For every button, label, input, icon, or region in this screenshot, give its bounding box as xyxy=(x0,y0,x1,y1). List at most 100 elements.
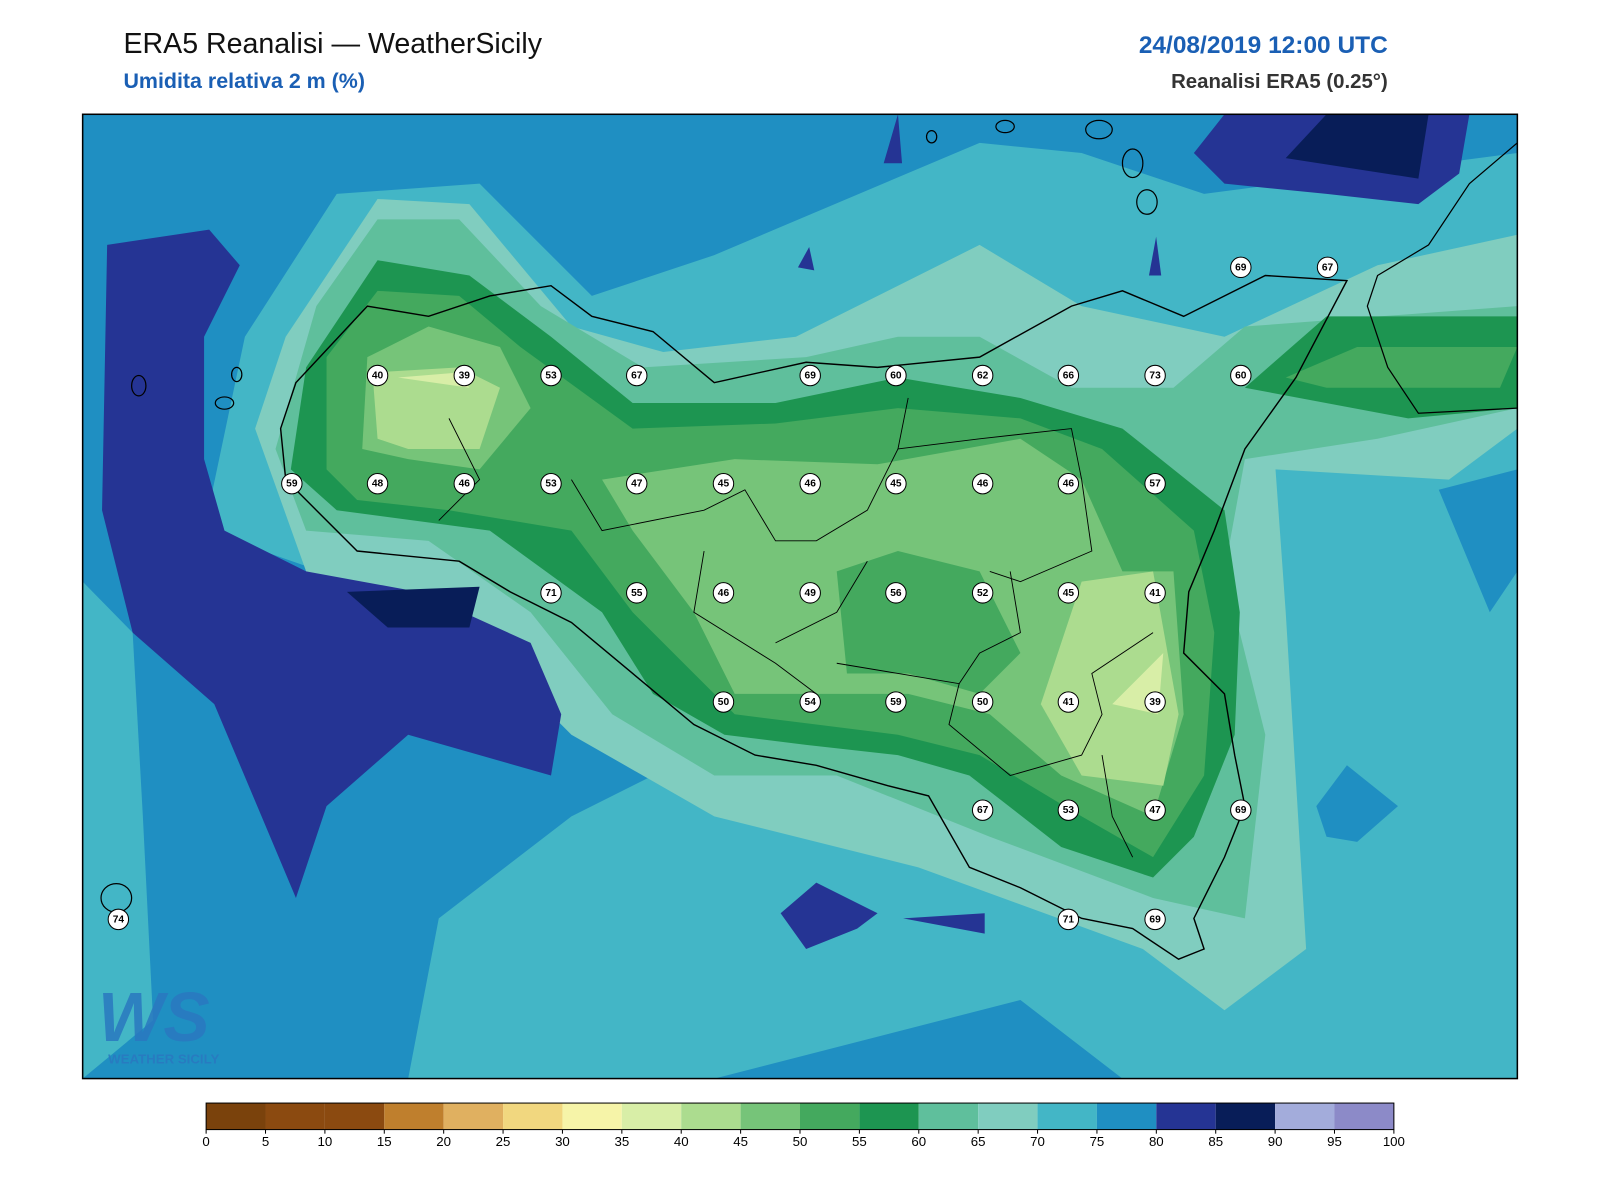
station-value: 45 xyxy=(718,479,730,490)
station: 62 xyxy=(971,364,994,387)
contour xyxy=(397,372,470,388)
station: 74 xyxy=(107,908,130,931)
station-value: 49 xyxy=(805,588,817,599)
subtitle: Umidita relativa 2 m (%) xyxy=(123,69,364,93)
colorbar-bin xyxy=(978,1103,1038,1130)
colorbar-bin xyxy=(443,1103,504,1130)
station-marker xyxy=(540,364,562,387)
station-value: 39 xyxy=(459,371,471,382)
contour xyxy=(1438,469,1518,613)
station: 53 xyxy=(540,472,562,495)
station-marker xyxy=(971,582,994,604)
colorbar-tick-label: 30 xyxy=(555,1134,570,1149)
station: 47 xyxy=(626,472,648,495)
stations: 69 67 40 39 53 67 69 60 62 66 73 60 59 48 46 53 47 45 46 45… xyxy=(107,256,1339,931)
station-value: 60 xyxy=(1235,371,1247,382)
colorbar-tick-label: 85 xyxy=(1208,1134,1223,1149)
station-marker xyxy=(1230,799,1252,821)
colorbar-tick-label: 65 xyxy=(971,1134,986,1149)
contour xyxy=(903,913,985,934)
colorbar-tick-label: 60 xyxy=(911,1134,926,1149)
station-value: 69 xyxy=(1235,805,1247,816)
colorbar-bin xyxy=(562,1103,622,1130)
station: 71 xyxy=(540,582,562,604)
station-marker xyxy=(1057,364,1080,387)
station-marker xyxy=(1144,691,1166,713)
station-value: 46 xyxy=(718,588,730,599)
station: 50 xyxy=(971,691,994,713)
station-marker xyxy=(540,582,562,604)
station-marker xyxy=(1144,908,1166,931)
station: 53 xyxy=(1057,799,1080,821)
logo-caption: WEATHER SICILY xyxy=(108,1051,219,1066)
station-value: 59 xyxy=(286,479,298,490)
source: Reanalisi ERA5 (0.25°) xyxy=(1171,71,1388,93)
station-marker xyxy=(799,472,821,495)
station: 71 xyxy=(1057,908,1080,931)
station-marker xyxy=(799,691,821,713)
station: 67 xyxy=(626,364,648,387)
station-value: 54 xyxy=(805,697,817,708)
station-value: 57 xyxy=(1149,479,1161,490)
title: ERA5 Reanalisi — WeatherSicily xyxy=(123,28,542,60)
station: 52 xyxy=(971,582,994,604)
station-marker xyxy=(885,364,907,387)
station-value: 53 xyxy=(545,371,557,382)
station-value: 73 xyxy=(1149,371,1161,382)
colorbar-bin xyxy=(1215,1103,1276,1130)
colorbar-bin xyxy=(800,1103,860,1130)
station-value: 69 xyxy=(1149,914,1161,925)
station: 46 xyxy=(799,472,821,495)
coastline xyxy=(279,274,1349,960)
station-marker xyxy=(885,472,907,495)
contour xyxy=(102,229,562,898)
station: 49 xyxy=(799,582,821,604)
station-marker xyxy=(453,472,475,495)
station: 46 xyxy=(712,582,735,604)
colorbar-tick-label: 25 xyxy=(496,1134,511,1149)
station-marker xyxy=(712,691,735,713)
station-marker xyxy=(799,582,821,604)
contour xyxy=(82,581,154,1079)
station-value: 46 xyxy=(805,479,817,490)
colorbar-bin xyxy=(918,1103,979,1130)
station-value: 48 xyxy=(372,479,384,490)
colorbar-tick-label: 45 xyxy=(733,1134,748,1149)
station-marker xyxy=(1057,582,1080,604)
station-marker xyxy=(712,582,735,604)
station-value: 56 xyxy=(890,588,902,599)
station: 59 xyxy=(281,472,303,495)
station-value: 45 xyxy=(890,479,902,490)
contour xyxy=(1148,236,1162,276)
colorbar-tick-label: 10 xyxy=(318,1134,333,1149)
colorbar-bin xyxy=(206,1103,266,1130)
station-value: 45 xyxy=(1063,588,1075,599)
station: 57 xyxy=(1144,472,1166,495)
station-marker xyxy=(1144,364,1166,387)
station: 41 xyxy=(1144,582,1166,604)
contour xyxy=(797,246,815,271)
colorbar-bin xyxy=(384,1103,444,1130)
station-marker xyxy=(1144,582,1166,604)
station-value: 46 xyxy=(977,479,989,490)
station-marker xyxy=(626,364,648,387)
station-value: 60 xyxy=(890,371,902,382)
station-marker xyxy=(626,472,648,495)
station-marker xyxy=(799,364,821,387)
station-value: 50 xyxy=(977,697,989,708)
station: 56 xyxy=(885,582,907,604)
colorbar-tick-label: 35 xyxy=(614,1134,629,1149)
station: 67 xyxy=(971,799,994,821)
contour xyxy=(883,114,903,164)
station-marker xyxy=(366,472,389,495)
colorbar-bin xyxy=(1096,1103,1157,1130)
station-value: 67 xyxy=(977,805,989,816)
colorbar-tick-label: 90 xyxy=(1268,1134,1283,1149)
datetime: 24/08/2019 12:00 UTC xyxy=(1139,32,1388,59)
station: 54 xyxy=(799,691,821,713)
station-value: 53 xyxy=(545,479,557,490)
station-value: 46 xyxy=(1063,479,1075,490)
colorbar-tick-label: 20 xyxy=(436,1134,451,1149)
colorbar-tick-label: 95 xyxy=(1327,1134,1342,1149)
